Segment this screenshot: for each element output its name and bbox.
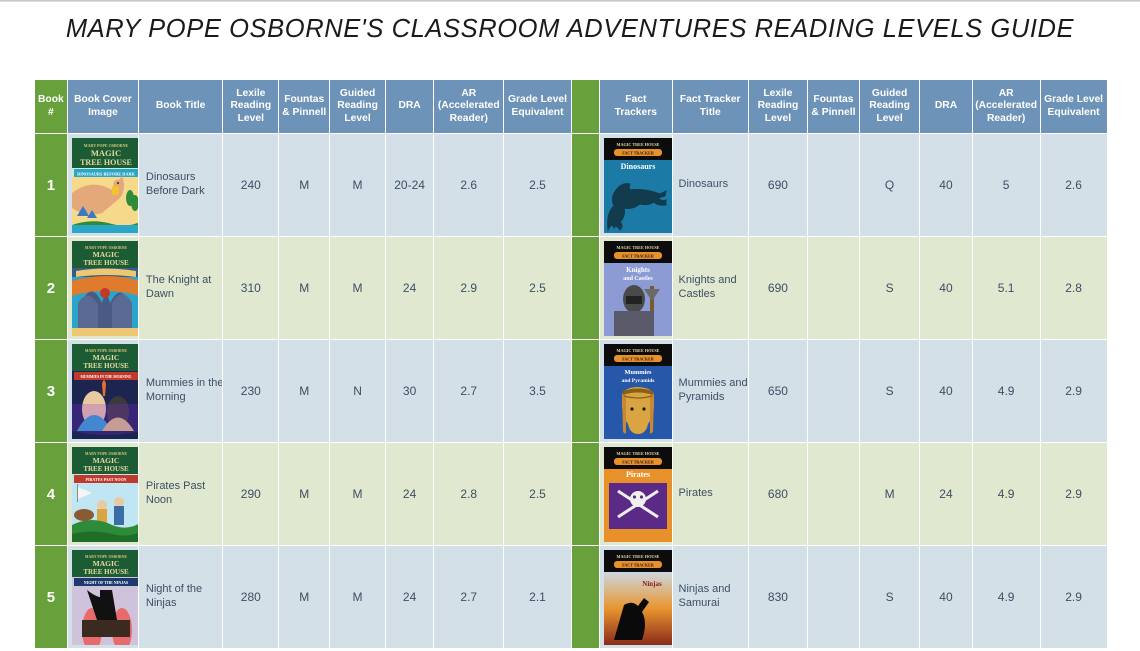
svg-text:MAGIC TREE HOUSE: MAGIC TREE HOUSE xyxy=(617,451,660,456)
svg-text:PIRATES PAST NOON: PIRATES PAST NOON xyxy=(86,477,127,482)
svg-text:Mummies: Mummies xyxy=(625,369,652,376)
svg-text:MAGIC: MAGIC xyxy=(93,559,120,568)
svg-text:MAGIC TREE HOUSE: MAGIC TREE HOUSE xyxy=(617,348,660,353)
svg-text:MAGIC TREE HOUSE: MAGIC TREE HOUSE xyxy=(617,245,660,250)
svg-text:MAGIC: MAGIC xyxy=(93,456,120,465)
svg-text:and Castles: and Castles xyxy=(623,276,653,282)
svg-text:Pirates: Pirates xyxy=(626,470,650,479)
svg-text:DINOSAURS BEFORE DARK: DINOSAURS BEFORE DARK xyxy=(77,171,135,176)
svg-text:TREE HOUSE: TREE HOUSE xyxy=(83,465,129,473)
svg-text:FACT TRACKER: FACT TRACKER xyxy=(622,562,654,567)
svg-text:and Pyramids: and Pyramids xyxy=(622,378,655,384)
svg-text:TREE HOUSE: TREE HOUSE xyxy=(83,362,129,370)
svg-text:MAGIC TREE HOUSE: MAGIC TREE HOUSE xyxy=(617,554,660,559)
svg-text:Ninjas: Ninjas xyxy=(642,580,662,588)
svg-text:FACT TRACKER: FACT TRACKER xyxy=(622,253,654,258)
svg-text:Dinosaurs: Dinosaurs xyxy=(621,162,656,171)
svg-text:FACT TRACKER: FACT TRACKER xyxy=(622,459,654,464)
svg-text:MAGIC TREE HOUSE: MAGIC TREE HOUSE xyxy=(617,142,660,147)
svg-text:MAGIC: MAGIC xyxy=(91,148,121,158)
svg-text:MUMMIES IN THE MORNING: MUMMIES IN THE MORNING xyxy=(81,375,132,379)
svg-text:TREE HOUSE: TREE HOUSE xyxy=(80,158,132,167)
svg-text:MAGIC: MAGIC xyxy=(93,250,120,259)
svg-text:FACT TRACKER: FACT TRACKER xyxy=(622,150,654,155)
svg-text:TREE HOUSE: TREE HOUSE xyxy=(83,568,129,576)
svg-text:Knights: Knights xyxy=(626,266,650,274)
svg-text:MAGIC: MAGIC xyxy=(93,353,120,362)
svg-text:FACT TRACKER: FACT TRACKER xyxy=(622,356,654,361)
svg-text:TREE HOUSE: TREE HOUSE xyxy=(83,259,129,267)
svg-text:NIGHT OF THE NINJAS: NIGHT OF THE NINJAS xyxy=(84,580,129,585)
